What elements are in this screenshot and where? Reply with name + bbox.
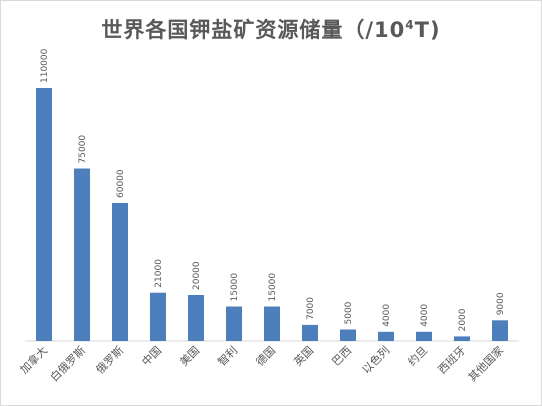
data-label-9: 4000 <box>382 304 392 327</box>
category-label-2: 俄罗斯 <box>94 344 127 377</box>
category-label-10: 约旦 <box>405 344 430 369</box>
category-label-12: 其他国家 <box>465 343 506 384</box>
category-label-3: 中国 <box>139 344 164 369</box>
data-label-0: 110000 <box>40 48 50 83</box>
data-label-6: 15000 <box>268 273 278 302</box>
category-label-1: 白俄罗斯 <box>47 343 88 384</box>
category-label-9: 以色列 <box>359 343 392 376</box>
category-label-8: 巴西 <box>329 344 354 369</box>
category-label-7: 英国 <box>291 343 316 368</box>
bar-12 <box>492 320 508 341</box>
category-label-4: 美国 <box>177 344 202 369</box>
title-end: T) <box>414 18 441 42</box>
title-main: 世界各国钾盐矿资源储量（/10 <box>101 18 406 42</box>
bar-11 <box>454 336 470 341</box>
category-label-6: 德国 <box>253 343 278 368</box>
bar-4 <box>188 295 204 341</box>
chart-title: 世界各国钾盐矿资源储量（/104T) <box>0 14 542 44</box>
data-label-5: 15000 <box>230 273 240 302</box>
bar-5 <box>226 306 242 341</box>
category-label-5: 智利 <box>215 343 240 368</box>
bar-3 <box>150 292 166 341</box>
data-label-8: 5000 <box>344 301 354 324</box>
data-label-11: 2000 <box>458 308 468 331</box>
data-label-1: 75000 <box>78 135 88 164</box>
bar-10 <box>416 331 432 341</box>
data-label-12: 9000 <box>496 292 506 315</box>
bar-2 <box>112 203 128 341</box>
bar-6 <box>264 306 280 341</box>
bar-8 <box>340 329 356 341</box>
data-label-4: 20000 <box>192 261 202 290</box>
data-label-7: 7000 <box>306 297 316 320</box>
data-label-10: 4000 <box>420 304 430 327</box>
bar-7 <box>302 324 318 341</box>
data-label-2: 60000 <box>116 169 126 198</box>
data-label-3: 21000 <box>154 259 164 288</box>
bar-9 <box>378 331 394 341</box>
title-superscript: 4 <box>405 18 415 32</box>
bar-0 <box>36 88 52 341</box>
bar-1 <box>74 168 90 341</box>
category-label-0: 加拿大 <box>17 343 50 376</box>
category-label-11: 西班牙 <box>436 344 469 377</box>
